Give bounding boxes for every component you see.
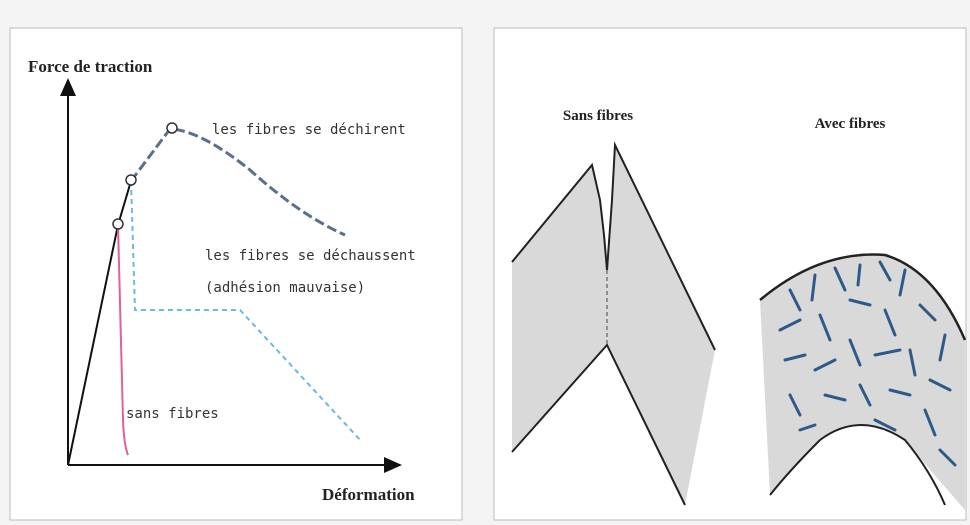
x-axis-label: Déformation — [322, 485, 415, 504]
panel-frame — [9, 27, 463, 521]
fiber-sheet — [760, 254, 965, 510]
annotation: sans fibres — [126, 406, 219, 422]
y-axis-label: Force de traction — [28, 57, 153, 76]
fiber-pullout-curve — [130, 180, 363, 443]
label: Avec fibres — [815, 116, 886, 132]
right-panel: Sans fibres Avec fibres — [493, 27, 967, 521]
annotation: les fibres se déchaussent — [205, 248, 416, 264]
point — [112, 218, 124, 230]
annotation: (adhésion mauvaise) — [205, 280, 365, 296]
edge — [511, 162, 608, 271]
annotation: les fibres se déchirent — [212, 122, 406, 138]
no-fiber-curve — [117, 224, 129, 456]
sheet-right — [607, 145, 715, 505]
edge — [769, 424, 946, 506]
label: Sans fibres — [563, 108, 633, 124]
sheet-left — [512, 165, 607, 452]
point — [166, 122, 178, 134]
edge — [606, 141, 716, 351]
fibers — [778, 260, 957, 467]
edge — [759, 253, 967, 341]
point — [125, 174, 137, 186]
edge — [511, 343, 686, 506]
left-panel: Force de traction Déformation les fibres… — [9, 27, 463, 521]
fiber-tear-curve — [129, 127, 346, 237]
